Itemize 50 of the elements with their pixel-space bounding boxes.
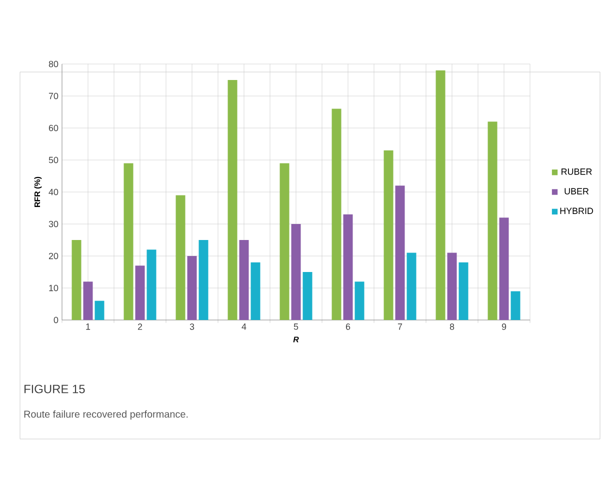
y-tick-label: 20: [48, 252, 58, 260]
bar: [395, 186, 405, 320]
bar: [72, 240, 82, 320]
bar: [343, 214, 353, 320]
bar: [239, 240, 249, 320]
y-tick-label: 50: [48, 156, 58, 164]
bar: [291, 224, 301, 320]
y-tick-label: 60: [48, 124, 58, 132]
bar: [354, 282, 364, 320]
x-tick-label: 7: [398, 324, 402, 330]
x-tick-label: 3: [190, 324, 194, 330]
bar: [146, 250, 156, 320]
bar: [302, 272, 312, 320]
x-tick-label: 6: [346, 324, 350, 330]
y-tick-label: 0: [54, 316, 58, 324]
bar: [187, 256, 197, 320]
x-tick-label: 4: [242, 324, 246, 330]
y-tick-label: 10: [49, 284, 58, 292]
y-tick-label: 30: [48, 220, 58, 228]
bar: [332, 108, 342, 320]
bar: [499, 218, 509, 320]
x-tick-label: 9: [502, 324, 506, 330]
bar: [406, 252, 416, 320]
bar: [384, 150, 394, 320]
caption: FIGURE 15: [24, 384, 85, 394]
bar: [176, 195, 186, 320]
x-tick-label: 1: [86, 324, 90, 330]
bar: [135, 266, 145, 320]
y-tick-label: 80: [48, 60, 58, 68]
bar: [447, 252, 457, 320]
bar: [510, 291, 520, 320]
x-tick-label: 5: [294, 324, 298, 330]
y-tick-label: 40: [48, 188, 58, 196]
bar: [228, 80, 238, 320]
bar: [250, 262, 260, 320]
y-tick-label: 70: [48, 92, 58, 100]
x-tick-label: 8: [450, 324, 454, 330]
bar: [94, 300, 104, 320]
bar: [124, 163, 134, 320]
legend-label: RUBER: [562, 168, 592, 175]
bar: [488, 122, 498, 320]
bar: [280, 163, 290, 320]
bar: [458, 262, 468, 320]
legend-label: UBER: [564, 188, 589, 194]
bar: [198, 240, 208, 320]
x-tick-label: 2: [138, 324, 142, 330]
bar: [83, 282, 93, 320]
legend-label: HYBRID: [560, 208, 594, 214]
bar: [436, 70, 446, 320]
text: Route failure recovered performance.: [24, 410, 188, 420]
